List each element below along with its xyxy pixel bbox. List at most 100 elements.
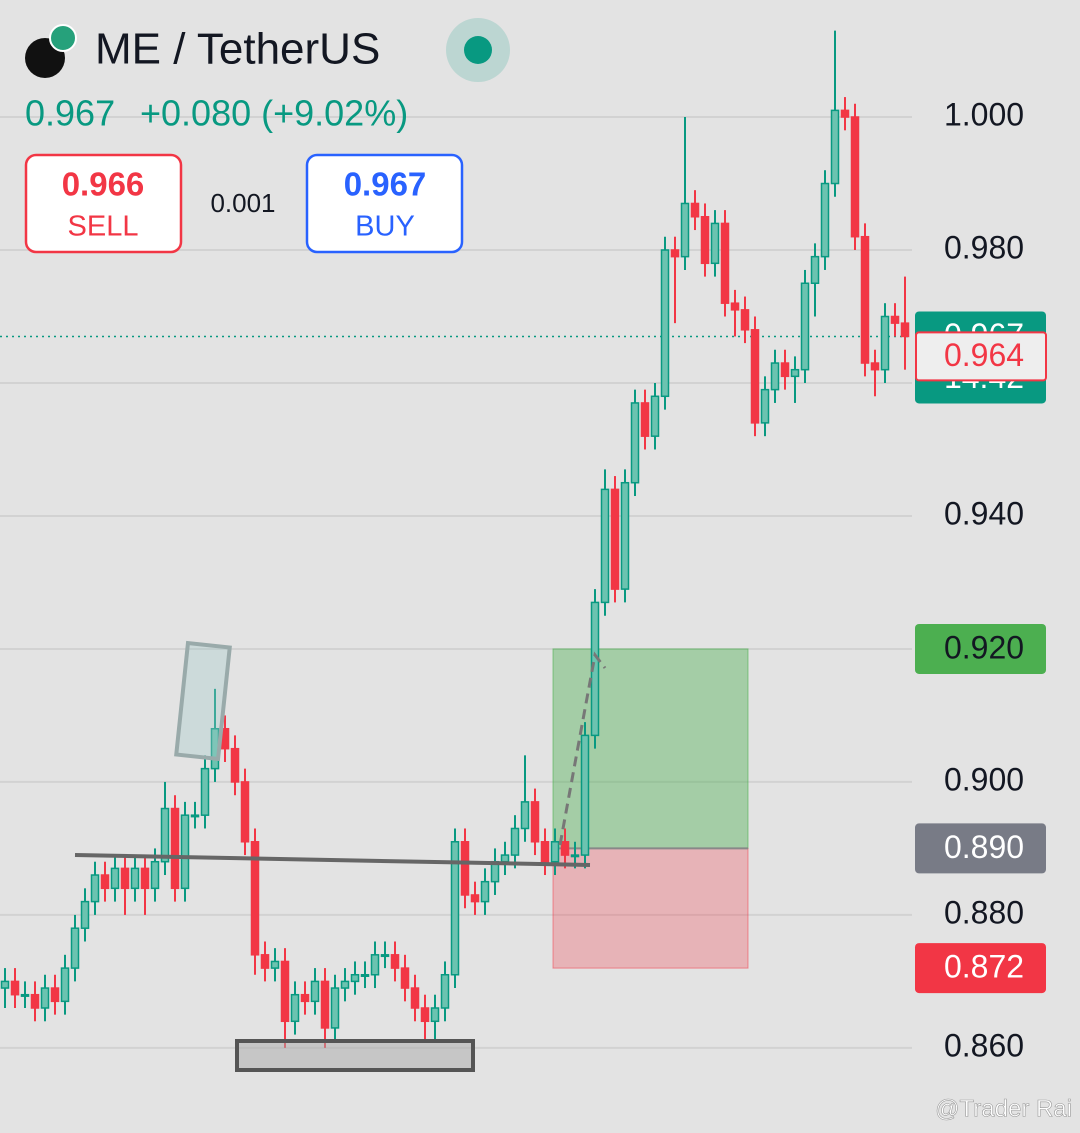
candle-body bbox=[180, 814, 190, 890]
candle-body bbox=[750, 329, 760, 424]
price-label-box bbox=[915, 331, 1047, 382]
candle-body bbox=[890, 315, 900, 324]
candle-body bbox=[410, 987, 420, 1009]
watermark: @Trader Rai bbox=[935, 1095, 1072, 1122]
candle-body bbox=[840, 109, 850, 118]
candle-body bbox=[60, 967, 70, 1003]
candle-body bbox=[260, 954, 270, 969]
price-label-box bbox=[915, 623, 1046, 674]
candle-body bbox=[540, 841, 550, 863]
candle-body bbox=[90, 874, 100, 903]
candle-body bbox=[880, 315, 890, 371]
price-label-box bbox=[915, 943, 1046, 994]
price: 0.967 bbox=[25, 93, 115, 134]
overlay bbox=[74, 640, 607, 1072]
candle-body bbox=[480, 880, 490, 903]
candle-body bbox=[30, 993, 40, 1009]
buy-price: 0.967 bbox=[344, 166, 427, 203]
candle-body bbox=[380, 954, 390, 958]
sell-price: 0.966 bbox=[62, 166, 145, 203]
y-tick-label: 0.880 bbox=[944, 894, 1024, 930]
y-tick-label: 1.000 bbox=[944, 96, 1024, 132]
header: ME / TetherUS 0.967 +0.080 (+9.02%) 0.96… bbox=[24, 18, 510, 254]
candle-body bbox=[390, 954, 400, 969]
support-box bbox=[235, 1039, 475, 1072]
candle-body bbox=[790, 368, 800, 378]
candle-body bbox=[550, 841, 560, 863]
candles bbox=[0, 30, 910, 1048]
candle-body bbox=[230, 747, 240, 783]
candle-body bbox=[760, 388, 770, 424]
candle-body bbox=[200, 767, 210, 816]
candle-body bbox=[460, 841, 470, 896]
candle-body bbox=[650, 395, 660, 437]
candle-body bbox=[290, 993, 300, 1023]
candle-body bbox=[240, 781, 250, 843]
candle-body bbox=[430, 1007, 440, 1023]
candle-body bbox=[270, 960, 280, 969]
candle-body bbox=[170, 807, 180, 890]
candle-body bbox=[340, 980, 350, 989]
candle-body bbox=[830, 109, 840, 185]
candle-body bbox=[770, 362, 780, 391]
candle-body bbox=[130, 867, 140, 890]
buy-button[interactable] bbox=[305, 153, 464, 254]
candle-body bbox=[100, 874, 110, 890]
candle-body bbox=[730, 302, 740, 311]
candle-body bbox=[330, 987, 340, 1029]
status-dot bbox=[464, 36, 492, 64]
candle-body bbox=[140, 867, 150, 890]
candle-body bbox=[870, 362, 880, 371]
candle-body bbox=[620, 481, 630, 590]
candle-body bbox=[440, 974, 450, 1009]
logo-badge bbox=[49, 24, 77, 52]
y-tick-label: 0.900 bbox=[944, 761, 1024, 797]
candle-body bbox=[20, 993, 30, 997]
candle-body bbox=[610, 488, 620, 590]
sell-label: SELL bbox=[68, 211, 139, 243]
candle-body bbox=[110, 867, 120, 890]
candle-body bbox=[190, 814, 200, 818]
price-label: 0.872 bbox=[944, 949, 1024, 985]
candle-body bbox=[80, 900, 90, 929]
candle-body bbox=[640, 402, 650, 437]
candle-body bbox=[800, 282, 810, 371]
candle-body bbox=[810, 255, 820, 284]
candle-body bbox=[280, 960, 290, 1023]
y-tick-label: 0.940 bbox=[944, 495, 1024, 531]
symbol: ME / TetherUS bbox=[95, 25, 380, 74]
trend-line bbox=[74, 853, 591, 867]
projection-arrow bbox=[558, 651, 607, 846]
y-tick-label: 0.980 bbox=[944, 229, 1024, 265]
candle-body bbox=[710, 222, 720, 265]
candle-body bbox=[820, 182, 830, 258]
candle-body bbox=[10, 980, 20, 996]
price-label: 0.920 bbox=[944, 629, 1024, 665]
candle-body bbox=[120, 867, 130, 890]
candle-body bbox=[740, 309, 750, 331]
price-label: 0.890 bbox=[944, 829, 1024, 865]
candle-body bbox=[370, 954, 380, 976]
candle-body bbox=[680, 202, 690, 258]
candle-body bbox=[500, 854, 510, 863]
candle-body bbox=[470, 894, 480, 903]
candle-body bbox=[560, 841, 570, 856]
price-label: 0.964 bbox=[944, 337, 1024, 373]
candle-body bbox=[720, 222, 730, 304]
candle-body bbox=[600, 488, 610, 604]
candle-body bbox=[690, 202, 700, 218]
sell-button[interactable] bbox=[24, 153, 183, 254]
candle-body bbox=[700, 216, 710, 265]
candle-body bbox=[530, 801, 540, 843]
candle-body bbox=[780, 362, 790, 378]
candle-body bbox=[420, 1007, 430, 1023]
change: +0.080 (+9.02%) bbox=[140, 93, 408, 134]
candle-body bbox=[300, 993, 310, 1003]
buy-label: BUY bbox=[355, 211, 415, 243]
y-tick-label: 0.860 bbox=[944, 1027, 1024, 1063]
candle-body bbox=[250, 841, 260, 956]
candle-body bbox=[310, 980, 320, 1003]
candle-body bbox=[360, 974, 370, 978]
